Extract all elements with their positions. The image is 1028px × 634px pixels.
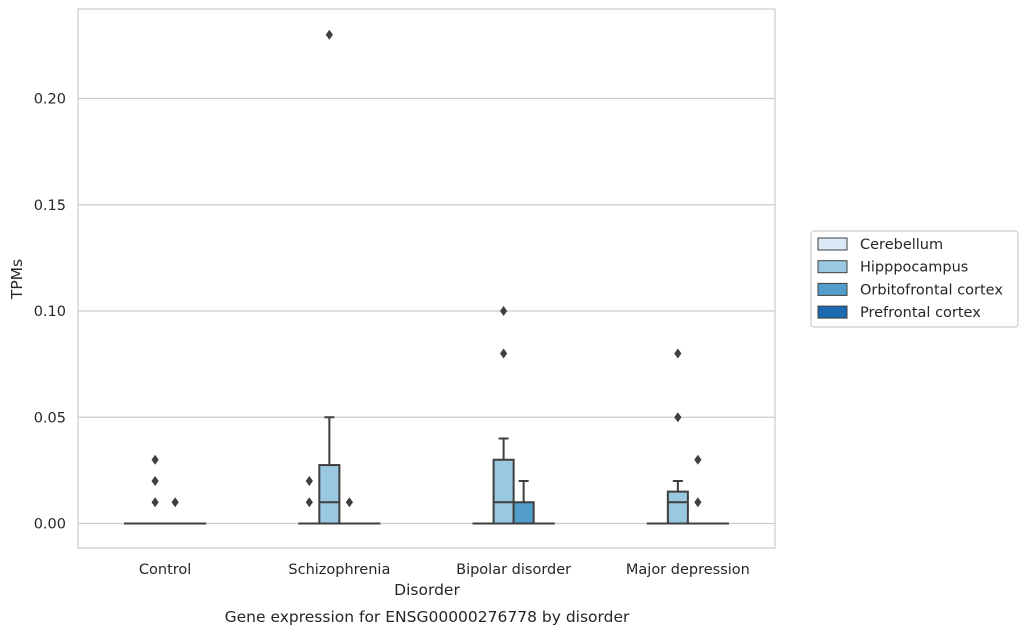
y-tick-label: 0.15 — [34, 198, 66, 214]
outlier-point — [500, 306, 508, 316]
box-orbitofrontal-cortex — [512, 480, 535, 525]
outlier-point — [694, 454, 702, 465]
legend-swatch — [817, 305, 848, 319]
outlier-point — [345, 497, 353, 508]
box-hipppocampus — [492, 306, 515, 525]
legend-label: Prefrontal cortex — [860, 305, 981, 321]
y-tick-label: 0.20 — [34, 92, 66, 108]
legend: Cerebellum Hipppocampus Orbitofrontal cort… — [810, 230, 1019, 328]
box-orbitofrontal-cortex — [686, 454, 709, 525]
outlier-point — [500, 348, 508, 359]
extra-outliers — [305, 476, 313, 508]
box-orbitofrontal-cortex — [338, 497, 361, 525]
legend-frame — [810, 230, 1019, 328]
legend-label: Cerebellum — [860, 237, 943, 253]
legend-swatch — [817, 260, 848, 274]
y-tick-label: 0.00 — [34, 517, 66, 533]
plot-area-frame — [77, 8, 776, 549]
outlier-point — [305, 497, 313, 508]
x-axis-ticks: Control Schizophrenia Bipolar disorder Majo… — [139, 562, 750, 578]
outlier-point — [171, 497, 179, 508]
legend-swatch — [817, 282, 848, 296]
x-axis-title: Disorder — [394, 581, 460, 599]
legend-label: Orbitofrontal cortex — [860, 282, 1003, 298]
box-body — [512, 501, 535, 525]
box-orbitofrontal-cortex — [164, 497, 187, 525]
outlier-point — [151, 454, 159, 465]
outlier-point — [325, 29, 333, 40]
y-axis-ticks: 0.00 0.05 0.10 0.15 0.20 — [34, 92, 66, 533]
x-tick-label: Control — [139, 562, 191, 578]
outlier-point — [151, 497, 159, 508]
y-axis-title: TPMs — [8, 259, 26, 300]
outlier-point — [694, 497, 702, 508]
box-body — [492, 458, 515, 525]
y-tick-label: 0.05 — [34, 410, 66, 426]
gridlines — [78, 97, 775, 525]
box-series — [124, 29, 729, 525]
box-hipppocampus — [318, 29, 341, 525]
outlier-point — [305, 476, 313, 486]
box-hipppocampus — [144, 454, 167, 525]
outlier-point — [151, 476, 159, 486]
outlier-point — [674, 412, 682, 423]
box-body — [318, 464, 341, 525]
x-tick-label: Major depression — [626, 562, 750, 578]
x-tick-label: Schizophrenia — [288, 562, 390, 578]
legend-swatch — [817, 237, 848, 251]
box-body — [666, 490, 689, 525]
box-hipppocampus — [666, 348, 689, 525]
y-tick-label: 0.10 — [34, 304, 66, 320]
x-tick-label: Bipolar disorder — [456, 562, 571, 578]
legend-label: Hipppocampus — [860, 260, 968, 276]
chart-caption: Gene expression for ENSG00000276778 by d… — [225, 608, 630, 626]
outlier-point — [674, 348, 682, 359]
